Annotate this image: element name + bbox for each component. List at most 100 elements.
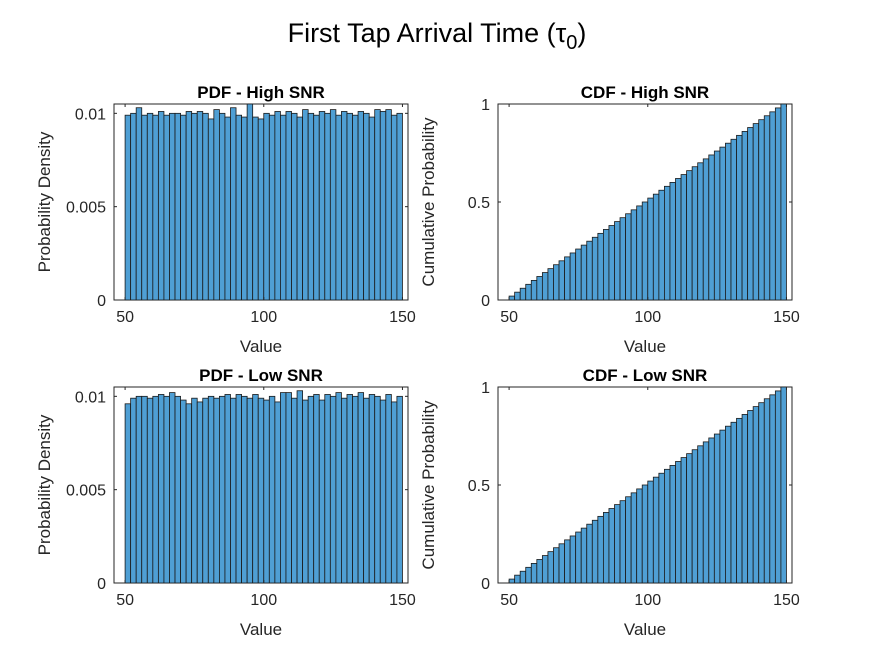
bar xyxy=(591,519,599,584)
bar xyxy=(291,112,298,301)
bar xyxy=(602,229,610,301)
bar xyxy=(263,399,270,584)
bar xyxy=(630,492,638,584)
bar xyxy=(135,107,143,301)
bar xyxy=(307,395,315,584)
bar xyxy=(196,111,204,301)
y-tick-label: 0.5 xyxy=(468,195,490,212)
bar xyxy=(652,193,660,301)
y-axis-label: Cumulative Probability xyxy=(419,117,438,287)
bar xyxy=(230,107,237,301)
bar xyxy=(597,232,604,301)
bar xyxy=(124,114,132,301)
bar xyxy=(752,123,760,301)
bar xyxy=(163,395,170,584)
bar xyxy=(141,114,148,301)
x-tick-label: 100 xyxy=(250,592,277,609)
bar xyxy=(702,441,710,584)
bar xyxy=(625,213,632,301)
bar xyxy=(725,142,732,301)
y-axis-label: Probability Density xyxy=(35,131,54,272)
bar xyxy=(730,138,737,301)
bar xyxy=(514,574,521,584)
bar xyxy=(519,570,527,584)
bar xyxy=(664,468,671,584)
bar xyxy=(564,539,571,584)
bar xyxy=(619,217,626,301)
bar xyxy=(708,437,715,584)
x-tick-label: 100 xyxy=(634,592,661,609)
bar xyxy=(157,394,165,584)
y-tick-label: 0.01 xyxy=(75,106,106,123)
bar xyxy=(702,158,710,301)
bar xyxy=(241,116,248,301)
bar xyxy=(385,394,392,584)
bar xyxy=(675,178,682,301)
bar xyxy=(747,127,754,301)
bar xyxy=(235,394,242,584)
bar xyxy=(174,395,181,584)
bar xyxy=(780,103,787,301)
bar xyxy=(680,174,688,301)
bar xyxy=(213,397,220,584)
bar xyxy=(263,112,270,301)
bar xyxy=(774,107,782,301)
bar xyxy=(586,240,593,301)
bar xyxy=(169,392,176,584)
bar xyxy=(564,256,571,301)
figure-title-subscript: 0 xyxy=(566,32,577,54)
bar xyxy=(379,399,387,584)
bar xyxy=(553,264,560,301)
bar xyxy=(324,394,331,584)
bar xyxy=(558,260,565,301)
bar xyxy=(586,523,593,584)
bar xyxy=(669,464,676,584)
bar xyxy=(636,488,643,584)
bar xyxy=(318,111,326,301)
x-tick-label: 150 xyxy=(773,592,800,609)
bar xyxy=(302,399,309,584)
y-tick-label: 0.01 xyxy=(75,389,106,406)
bar xyxy=(352,114,359,301)
bar xyxy=(352,395,359,584)
bar xyxy=(741,131,749,301)
bar xyxy=(774,390,782,584)
bar xyxy=(636,205,643,301)
bar xyxy=(736,417,743,584)
bar xyxy=(207,395,215,584)
bar-series xyxy=(124,390,403,584)
bar xyxy=(385,109,392,301)
bar xyxy=(569,535,577,584)
bar xyxy=(324,112,331,301)
bar xyxy=(396,395,403,584)
bar xyxy=(230,397,237,584)
bar xyxy=(313,394,320,584)
x-axis-label: Value xyxy=(240,337,282,356)
bar xyxy=(580,527,588,584)
x-tick-label: 50 xyxy=(500,592,518,609)
bar xyxy=(741,414,749,584)
bar xyxy=(725,425,732,584)
bar xyxy=(708,154,715,301)
bar xyxy=(246,397,254,584)
y-axis-label: Probability Density xyxy=(35,414,54,555)
bar xyxy=(597,515,604,584)
bar xyxy=(185,403,193,584)
bar xyxy=(664,185,671,301)
bar xyxy=(536,559,543,584)
x-tick-label: 50 xyxy=(116,309,134,326)
bar xyxy=(180,399,187,584)
bar xyxy=(313,114,320,301)
y-tick-label: 0 xyxy=(481,576,490,593)
bar xyxy=(630,209,638,301)
bar xyxy=(202,397,209,584)
y-tick-label: 0 xyxy=(481,293,490,310)
bar xyxy=(163,114,170,301)
x-tick-label: 150 xyxy=(773,309,800,326)
bar xyxy=(291,397,298,584)
bar xyxy=(335,114,342,301)
bar xyxy=(368,394,376,584)
bar xyxy=(224,116,231,301)
